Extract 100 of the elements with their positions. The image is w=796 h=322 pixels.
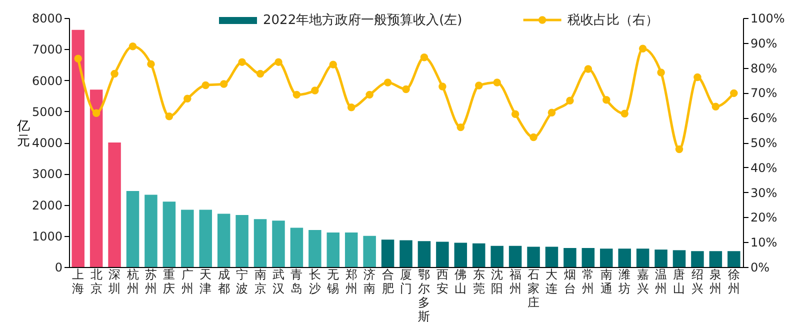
bar [508, 246, 522, 267]
bar [254, 219, 267, 267]
x-tick-label: 西安 [436, 268, 448, 296]
bar [181, 210, 194, 267]
point [584, 65, 592, 73]
point [730, 89, 738, 98]
x-tick-label: 温州 [655, 268, 668, 296]
x-tick-label: 重庆 [163, 268, 176, 296]
x-tick-label: 大连 [546, 268, 558, 296]
point [92, 109, 100, 117]
x-tick-label: 佛山 [454, 268, 467, 296]
x-tick-label: 东莞 [472, 268, 485, 296]
x-tick-label: 郑州 [345, 268, 358, 296]
x-tick-label: 上海 [72, 268, 84, 296]
point [147, 60, 155, 68]
y-axis-title: 亿元 [16, 119, 30, 149]
y-tick-label: 8000 [32, 12, 62, 26]
y-tick-label: 0 [54, 260, 62, 274]
bar [654, 250, 668, 267]
point [548, 108, 556, 116]
x-tick-label: 泉州 [710, 268, 722, 296]
x-tick-label: 北京 [90, 268, 102, 296]
bar [272, 220, 285, 267]
x-tick-label: 武汉 [272, 268, 284, 296]
x-tick-label: 合肥 [382, 268, 394, 296]
point [165, 112, 174, 120]
x-tick-label: 石家庄 [528, 268, 540, 310]
bar [418, 241, 431, 267]
x-tick-label: 南通 [600, 268, 612, 296]
bar [545, 246, 558, 267]
bar [672, 250, 686, 267]
y2-tick-label: 100% [750, 12, 785, 26]
point [675, 145, 684, 154]
point [220, 80, 228, 88]
bar [436, 242, 449, 267]
bar [618, 248, 631, 267]
point [292, 90, 301, 99]
x-tick-label: 杭州 [126, 268, 139, 296]
point [530, 133, 538, 142]
bar [72, 30, 84, 267]
legend-label: 2022年地方政府一般预算收入(左) [263, 12, 462, 28]
x-tick-label: 青岛 [290, 268, 303, 296]
y-tick-label: 2000 [32, 198, 62, 212]
x-tick-label: 宁波 [236, 268, 248, 296]
point [474, 82, 483, 90]
bar [162, 202, 176, 267]
y-tick-label: 5000 [32, 104, 62, 119]
point [311, 86, 319, 94]
bar [527, 246, 540, 267]
point [384, 78, 392, 86]
point [438, 82, 446, 90]
bar [217, 214, 230, 267]
point [456, 123, 465, 132]
bar [454, 242, 468, 267]
point [566, 96, 574, 105]
bar [126, 191, 140, 267]
x-tick-label: 绍兴 [691, 268, 704, 296]
point [74, 54, 82, 62]
y2-tick-label: 10% [750, 236, 778, 250]
x-tick-label: 厦门 [400, 268, 412, 296]
legend-label: 税收占比（右） [567, 13, 658, 28]
point [657, 68, 665, 76]
y2-tick-label: 80% [750, 61, 778, 76]
point [274, 58, 282, 66]
x-tick-label: 烟台 [564, 268, 576, 296]
point [638, 44, 647, 52]
bar [381, 240, 394, 267]
bar [490, 246, 504, 267]
y-tick-label: 6000 [32, 74, 62, 88]
bar [344, 232, 358, 267]
point [128, 42, 137, 50]
x-tick-label: 沈阳 [491, 268, 504, 296]
point [620, 110, 628, 118]
x-tick-label: 天津 [200, 268, 212, 296]
x-tick-label: 无锡 [326, 268, 340, 296]
y-tick-label: 7000 [32, 42, 62, 57]
y2-tick-label: 40% [750, 160, 778, 175]
x-tick-label: 徐州 [728, 268, 740, 296]
point [329, 60, 338, 68]
x-tick-label: 深圳 [108, 268, 121, 296]
y2-tick-label: 0% [750, 260, 770, 274]
y2-tick-label: 20% [750, 210, 778, 225]
point [493, 78, 501, 86]
y2-tick-label: 60% [750, 111, 778, 126]
x-tick-label: 南京 [254, 268, 266, 296]
bar [90, 90, 103, 267]
bar [582, 248, 595, 267]
bar [472, 243, 486, 267]
bar [290, 228, 304, 267]
x-tick-label: 成都 [218, 268, 230, 296]
x-tick-label: 鄂尔多斯 [418, 268, 430, 322]
y-tick-label: 3000 [32, 167, 62, 182]
point [694, 73, 702, 82]
point [511, 110, 520, 118]
x-tick-label: 唐山 [673, 268, 686, 296]
bar [108, 142, 121, 267]
point [347, 104, 356, 112]
y2-tick-label: 30% [750, 186, 778, 200]
bar [400, 240, 412, 267]
bar [564, 248, 576, 267]
